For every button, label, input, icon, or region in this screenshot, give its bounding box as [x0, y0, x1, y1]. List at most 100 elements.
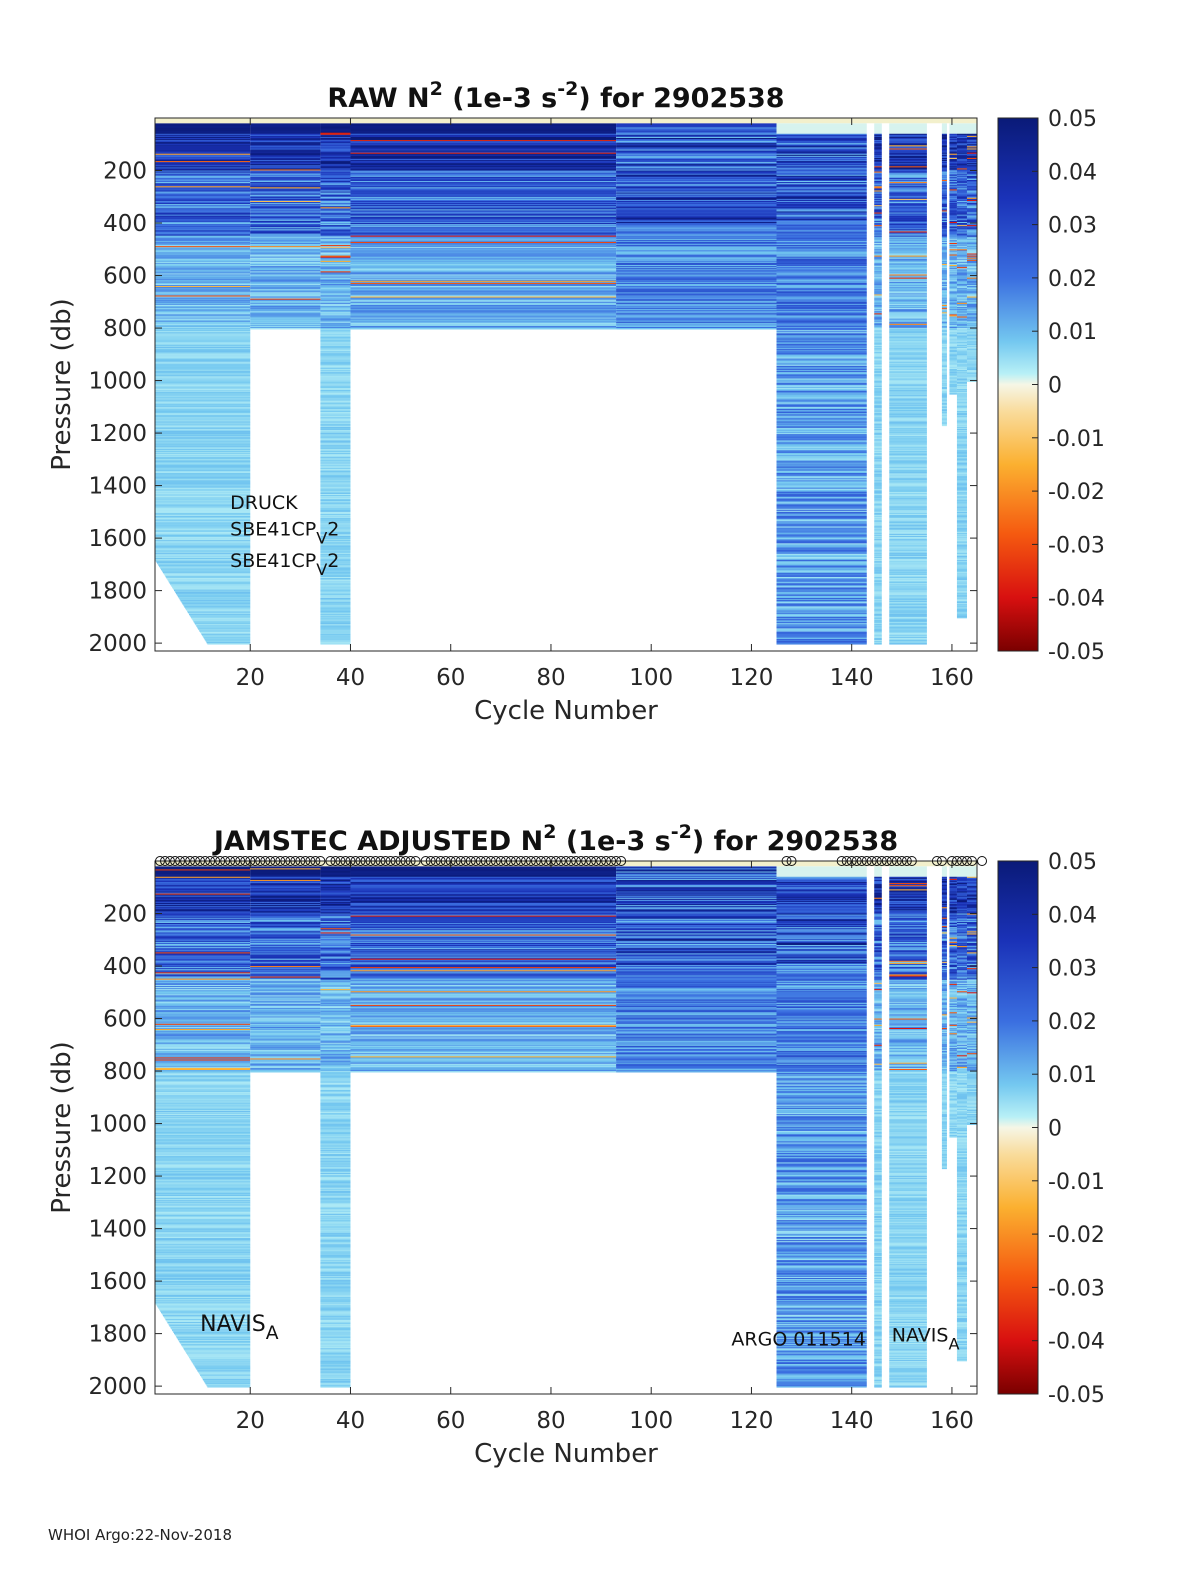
x-tick-label: 120 [729, 665, 773, 691]
y-tick-label: 1800 [88, 579, 147, 605]
colorbar-tick-label: -0.05 [1048, 640, 1105, 665]
x-tick-label: 160 [930, 1408, 974, 1434]
qc-flag-marker [190, 856, 201, 866]
y-tick-label: 1000 [88, 369, 147, 395]
qc-flag-marker [510, 856, 521, 866]
y-tick-label: 200 [103, 159, 147, 185]
qc-flag-marker [265, 856, 276, 866]
qc-flag-marker [520, 856, 531, 866]
colorbar-tick-label: -0.01 [1048, 427, 1105, 452]
qc-flag-marker [896, 856, 907, 866]
profile-column-group [966, 123, 977, 383]
qc-flag-marker [851, 856, 862, 866]
qc-flag-marker [586, 856, 597, 866]
qc-flag-marker [901, 856, 912, 866]
qc-flag-marker [961, 856, 972, 866]
qc-flag-marker [155, 856, 166, 866]
qc-flag-marker [350, 856, 361, 866]
sensor-annotation: NAVISA [200, 1312, 279, 1344]
x-tick-label: 160 [930, 665, 974, 691]
sensor-annotation: ARGO 011514 [731, 1328, 865, 1350]
surface-band [155, 861, 977, 867]
qc-flag-marker [335, 856, 346, 866]
qc-flag-marker [400, 856, 411, 866]
qc-flag-marker [280, 856, 291, 866]
qc-flag-marker [410, 856, 421, 866]
qc-flag-marker [310, 856, 321, 866]
qc-flag-marker [561, 856, 571, 866]
qc-flag-marker [861, 856, 872, 866]
qc-flag-marker [325, 856, 336, 866]
qc-flag-marker [931, 856, 942, 866]
qc-flag-marker [601, 856, 612, 866]
qc-flag-marker [420, 856, 431, 866]
colorbar-tick-label: -0.05 [1048, 1383, 1105, 1408]
x-tick-label: 20 [236, 665, 265, 691]
y-axis-label: Pressure (db) [47, 1041, 77, 1214]
qc-flag-marker [235, 856, 246, 866]
profile-column-group [949, 123, 957, 395]
qc-flag-marker [786, 856, 797, 866]
colorbar-tick-label: 0.04 [1048, 903, 1097, 928]
qc-flag-marker [525, 856, 536, 866]
x-tick-label: 100 [629, 1408, 673, 1434]
chart-title: JAMSTEC ADJUSTED N2 (1e-3 s-2) for 29025… [212, 821, 898, 857]
colorbar-tick-label: 0.03 [1048, 214, 1097, 239]
y-tick-label: 1400 [88, 474, 147, 500]
qc-flag-marker [305, 856, 316, 866]
colorbar-tick-label: 0.04 [1048, 160, 1097, 185]
qc-flag-marker [255, 856, 266, 866]
y-tick-label: 2000 [88, 631, 147, 657]
qc-flag-marker [480, 856, 491, 866]
profile-column-group [320, 123, 351, 645]
sensor-annotation: SBE41CPV2 [230, 518, 339, 547]
qc-flag-marker [856, 856, 867, 866]
profile-column-group [949, 866, 957, 1138]
qc-flag-marker [581, 856, 592, 866]
sensor-annotation: SBE41CPV2 [230, 550, 339, 579]
sensor-annotation: DRUCK [230, 492, 298, 514]
y-tick-label: 600 [103, 1007, 147, 1033]
x-tick-label: 40 [336, 665, 365, 691]
colorbar-tick-label: 0.01 [1048, 320, 1097, 345]
qc-flag-marker [245, 856, 256, 866]
qc-flag-marker [285, 856, 296, 866]
colorbar-tick-label: 0.01 [1048, 1063, 1097, 1088]
qc-flag-marker [611, 856, 622, 866]
raw-n2-panel: 20 40 60 80 100 120 140 160 200 400 600 800 1000 1200… [47, 78, 1105, 726]
footer-credit: WHOI Argo:22-Nov-2018 [48, 1526, 232, 1544]
qc-flag-marker [836, 856, 847, 866]
profile-column-group [320, 866, 351, 1388]
qc-flag-marker [375, 856, 386, 866]
y-axis-label: Pressure (db) [47, 298, 77, 471]
x-axis-label: Cycle Number [474, 696, 658, 726]
qc-flag-marker [946, 856, 957, 866]
qc-flag-marker [295, 856, 306, 866]
qc-flag-marker [866, 856, 877, 866]
qc-flag-marker [781, 856, 792, 866]
qc-flag-marker [616, 856, 627, 866]
qc-flag-marker [540, 856, 551, 866]
qc-flag-marker [450, 856, 461, 866]
colorbar [997, 860, 1039, 1395]
qc-flag-marker [550, 856, 561, 866]
qc-flag-marker [906, 856, 917, 866]
qc-flag-marker [936, 856, 947, 866]
qc-flag-marker [435, 856, 446, 866]
qc-flag-marker [500, 856, 511, 866]
qc-flag-marker [460, 856, 471, 866]
qc-flag-marker [485, 856, 496, 866]
qc-flag-marker [205, 856, 216, 866]
heatmap-area [155, 861, 977, 1388]
profile-column-group [776, 123, 867, 645]
colorbar-tick-label: -0.02 [1048, 1223, 1105, 1248]
qc-flag-marker [185, 856, 196, 866]
colorbar-tick-label: -0.01 [1048, 1170, 1105, 1195]
axes-frame [154, 117, 978, 652]
qc-flag-marker [300, 856, 311, 866]
qc-flag-marker [891, 856, 902, 866]
y-tick-label: 400 [103, 211, 147, 237]
qc-flag-marker [395, 856, 406, 866]
profile-column-group [250, 866, 321, 1073]
